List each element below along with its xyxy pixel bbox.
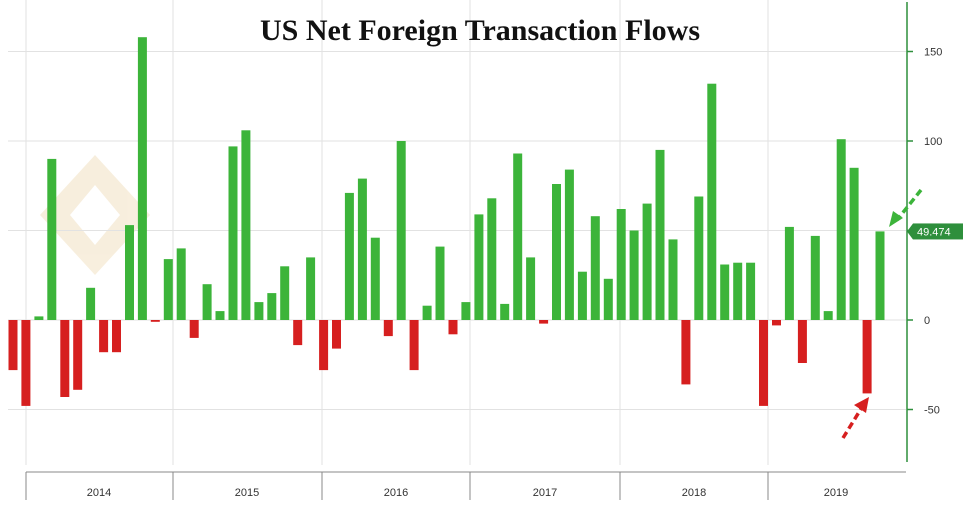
bar: [577, 271, 587, 320]
bar: [733, 262, 743, 320]
bar: [655, 149, 665, 320]
bar: [526, 257, 536, 320]
bar: [34, 316, 44, 320]
x-tick-label: 2016: [384, 487, 408, 499]
bar: [862, 320, 872, 394]
bar: [176, 248, 186, 320]
bar: [396, 141, 406, 320]
bar: [564, 169, 574, 320]
bar: [784, 226, 794, 320]
bar: [370, 237, 380, 320]
y-tick-label: -50: [924, 405, 940, 417]
bar: [112, 320, 121, 353]
bar: [306, 257, 316, 320]
bar: [241, 130, 251, 320]
bar: [668, 239, 678, 320]
y-tick-label: 150: [924, 47, 942, 59]
bar: [163, 259, 173, 320]
bar: [344, 192, 354, 320]
bar: [823, 311, 833, 320]
bar: [254, 302, 264, 320]
bar: [797, 320, 807, 363]
bar: [409, 320, 419, 371]
bar: [125, 225, 134, 320]
bar: [720, 264, 730, 320]
bar: [590, 216, 600, 320]
y-tick-label: 100: [924, 136, 942, 148]
bar: [137, 37, 147, 320]
bar: [202, 284, 212, 320]
red-arrow-shaft: [841, 403, 866, 439]
x-tick-label: 2014: [87, 487, 111, 499]
x-tick-label: 2019: [824, 487, 848, 499]
bar: [681, 320, 691, 385]
bar: [759, 320, 768, 406]
bar: [319, 320, 329, 371]
bar: [99, 320, 109, 353]
bar: [73, 320, 83, 390]
value-box-label: 49.474: [917, 226, 951, 238]
bar: [461, 302, 471, 320]
x-tick-label: 2017: [533, 487, 557, 499]
bar: [836, 139, 846, 320]
x-tick-label: 2018: [682, 487, 706, 499]
value-box-pointer: [907, 223, 913, 240]
green-arrow-head: [889, 211, 903, 227]
bar: [280, 266, 290, 320]
bar: [47, 158, 57, 320]
bar: [150, 320, 160, 322]
bar: [21, 320, 31, 406]
bar: [422, 305, 432, 320]
bar: [435, 246, 445, 320]
bar: [487, 198, 497, 320]
bar: [215, 311, 225, 320]
bar: [539, 320, 549, 324]
bar: [474, 214, 484, 320]
bar: [513, 153, 523, 320]
bar: [293, 320, 303, 346]
bar: [60, 320, 70, 397]
value-box: [913, 223, 963, 240]
bar: [694, 196, 704, 320]
green-arrow-shaft: [895, 188, 923, 222]
bar: [642, 203, 652, 320]
bar: [875, 231, 885, 320]
bar: [746, 262, 756, 320]
bar: [86, 287, 96, 320]
bar: [500, 303, 510, 320]
bar: [616, 209, 626, 320]
bar: [849, 167, 859, 320]
bar: [357, 178, 367, 320]
bar: [448, 320, 458, 335]
red-arrow-head: [854, 397, 869, 413]
bar: [707, 83, 717, 320]
bar: [772, 320, 781, 326]
bar: [189, 320, 199, 338]
bar: [383, 320, 393, 337]
bar: [603, 278, 613, 320]
bar: [810, 235, 820, 320]
bar: [228, 146, 238, 320]
y-tick-label: 0: [924, 315, 930, 327]
bar: [267, 293, 277, 320]
bar: [629, 230, 639, 320]
chart-title: US Net Foreign Transaction Flows: [260, 14, 700, 47]
bar: [552, 184, 561, 320]
bar: [332, 320, 341, 349]
bar: [8, 320, 18, 371]
x-tick-label: 2015: [235, 487, 259, 499]
